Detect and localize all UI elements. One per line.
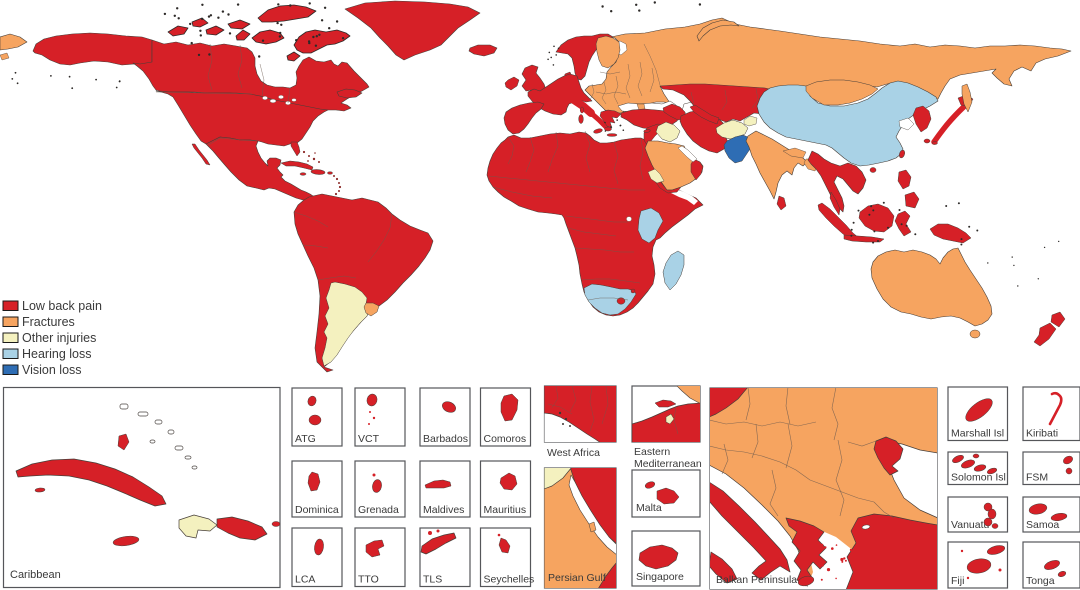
svg-text:TTO: TTO — [358, 574, 379, 586]
svg-text:Fractures: Fractures — [22, 315, 75, 329]
svg-text:Mauritius: Mauritius — [484, 504, 527, 516]
svg-text:ATG: ATG — [295, 433, 316, 445]
svg-text:Barbados: Barbados — [423, 433, 468, 445]
svg-text:Seychelles: Seychelles — [484, 574, 535, 586]
svg-text:Samoa: Samoa — [1026, 519, 1059, 531]
svg-text:Dominica: Dominica — [295, 504, 339, 516]
svg-text:Eastern: Eastern — [634, 446, 670, 458]
svg-text:Grenada: Grenada — [358, 504, 399, 516]
svg-text:Persian Gulf: Persian Gulf — [548, 572, 606, 584]
svg-text:Kiribati: Kiribati — [1026, 428, 1058, 440]
svg-text:Comoros: Comoros — [484, 433, 527, 445]
svg-text:West Africa: West Africa — [547, 447, 600, 459]
svg-text:Hearing loss: Hearing loss — [22, 347, 91, 361]
svg-text:Solomon Isl: Solomon Isl — [951, 472, 1006, 484]
svg-text:Tonga: Tonga — [1026, 575, 1055, 587]
svg-text:Caribbean: Caribbean — [10, 569, 61, 581]
svg-text:Other injuries: Other injuries — [22, 331, 96, 345]
svg-text:Maldives: Maldives — [423, 504, 464, 516]
svg-text:Low back pain: Low back pain — [22, 299, 102, 313]
svg-text:Vision loss: Vision loss — [22, 363, 82, 377]
svg-text:VCT: VCT — [358, 433, 380, 445]
svg-text:FSM: FSM — [1026, 472, 1048, 484]
svg-text:Mediterranean: Mediterranean — [634, 458, 702, 470]
svg-text:Singapore: Singapore — [636, 571, 684, 583]
svg-text:Marshall Isl: Marshall Isl — [951, 428, 1004, 440]
svg-text:LCA: LCA — [295, 574, 315, 586]
svg-text:Vanuatu: Vanuatu — [951, 519, 989, 531]
svg-text:TLS: TLS — [423, 574, 442, 586]
svg-text:Balkan Peninsula: Balkan Peninsula — [716, 574, 797, 586]
svg-text:Fiji: Fiji — [951, 575, 964, 587]
svg-text:Malta: Malta — [636, 502, 662, 514]
